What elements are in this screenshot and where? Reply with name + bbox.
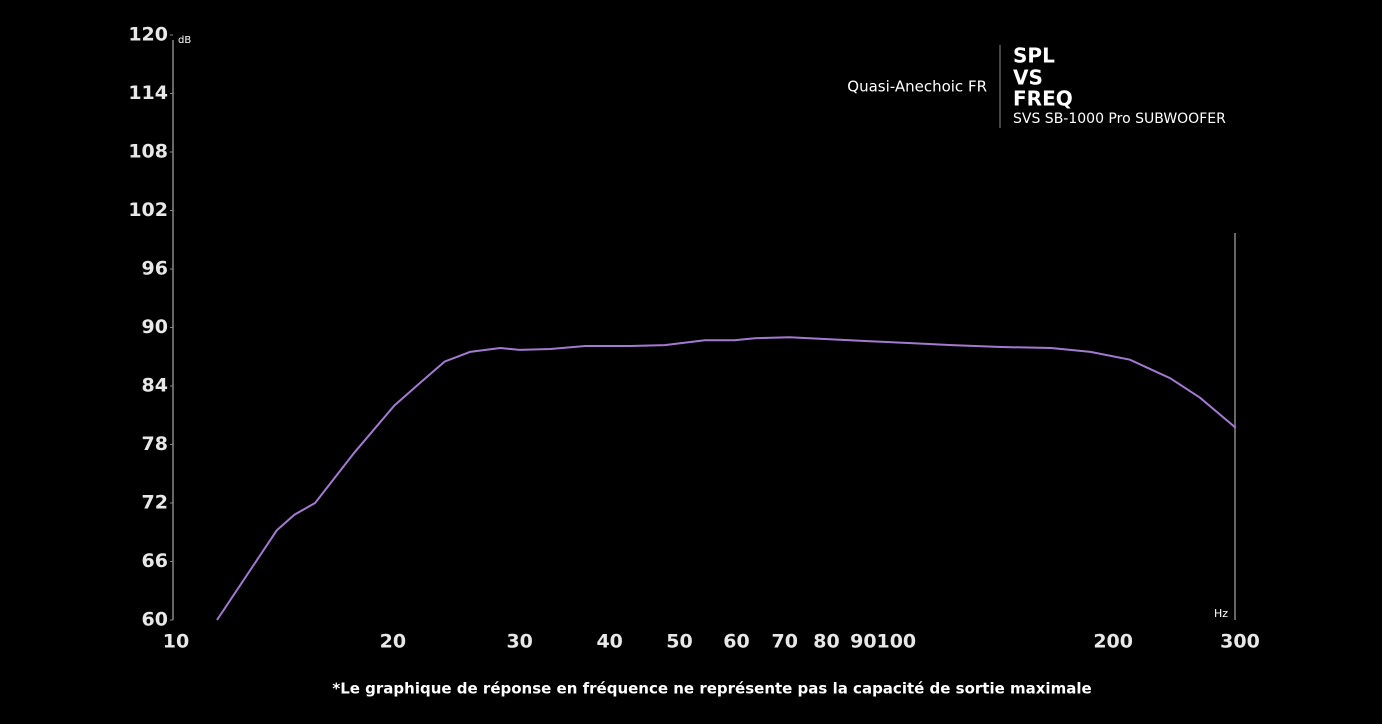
y-tick-label: 108 [128, 141, 168, 163]
subtitle: SVS SB-1000 Pro SUBWOOFER [1013, 111, 1226, 127]
x-tick-label: 60 [723, 631, 749, 653]
x-tick-label: 200 [1093, 631, 1133, 653]
x-tick-label: 70 [772, 631, 798, 653]
title-line: FREQ [1013, 87, 1073, 111]
x-tick-label: 100 [876, 631, 916, 653]
y-tick-label: 96 [142, 258, 168, 280]
y-tick-label: 120 [128, 24, 168, 46]
x-tick-label: 300 [1220, 631, 1260, 653]
x-tick-label: 90 [850, 631, 876, 653]
title-line: SPL [1013, 44, 1055, 68]
y-tick-label: 90 [142, 316, 168, 338]
y-unit: dB [178, 35, 191, 46]
title-line: VS [1013, 66, 1043, 90]
y-tick-label: 72 [142, 492, 168, 514]
x-tick-label: 50 [666, 631, 692, 653]
legend-entry: Quasi-Anechoic FR [847, 78, 987, 96]
y-tick-label: 60 [142, 609, 168, 631]
x-tick-label: 10 [163, 631, 189, 653]
x-tick-label: 30 [506, 631, 532, 653]
series-line [216, 336, 1237, 621]
footnote: *Le graphique de réponse en fréquence ne… [332, 680, 1091, 698]
y-tick-label: 114 [128, 82, 168, 104]
y-tick-label: 66 [142, 550, 168, 572]
x-tick-label: 80 [813, 631, 839, 653]
y-tick-label: 84 [142, 375, 168, 397]
x-tick-label: 20 [380, 631, 406, 653]
y-tick-label: 102 [128, 199, 168, 221]
y-tick-label: 78 [142, 433, 168, 455]
x-tick-label: 40 [596, 631, 622, 653]
x-unit: Hz [1214, 607, 1228, 620]
